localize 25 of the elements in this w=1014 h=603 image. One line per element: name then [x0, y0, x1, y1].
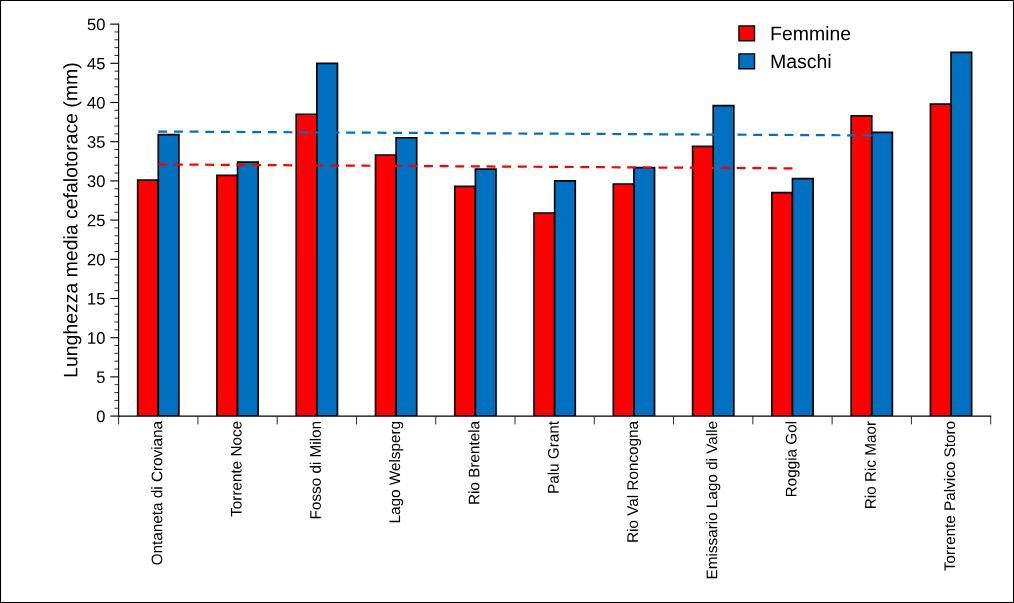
y-tick-label: 5 — [96, 371, 105, 384]
x-tick-label: Roggia Gol — [785, 421, 800, 497]
y-tick-label: 50 — [87, 18, 105, 31]
x-tick-label: Torrente Palvico Storo — [943, 421, 956, 571]
x-tick-label: Palu Grant — [547, 421, 559, 493]
x-tick-label: Lago Welsperg — [388, 421, 404, 523]
legend-label: Femmine — [771, 26, 851, 41]
x-tick-label: Rio Brentela — [468, 420, 480, 504]
y-tick-label: 35 — [87, 136, 105, 148]
y-tick-label: 30 — [87, 175, 105, 188]
y-tick-label: 10 — [88, 332, 105, 344]
y-tick-label: 15 — [88, 293, 105, 305]
y-tick-label: 25 — [87, 214, 105, 227]
x-tick-label: Fosso di Milon — [309, 421, 321, 519]
x-tick-label: Ontaneta di Croviana — [151, 420, 163, 565]
y-axis-title: Lunghezza media cefalotorace (mm) — [63, 63, 82, 377]
x-tick-label: Rio Val Roncogna — [626, 420, 642, 542]
x-tick-label: Rio Ric Maor — [864, 421, 876, 508]
y-tick-label: 20 — [87, 253, 105, 266]
x-tick-label: Torrente Noce — [230, 421, 242, 517]
x-tick-label: Emissario Lago di Valle — [706, 421, 721, 579]
y-tick-label: 40 — [87, 96, 105, 109]
legend-label: Maschi — [771, 54, 831, 69]
y-tick-label: 45 — [87, 57, 105, 70]
y-tick-label: 0 — [96, 410, 105, 423]
